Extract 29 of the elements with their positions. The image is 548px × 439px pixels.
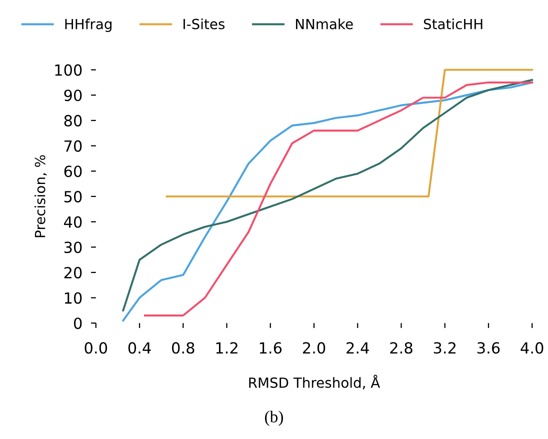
x-tick-label: 4.0 — [520, 342, 544, 354]
x-tick-label: 2.4 — [346, 342, 369, 354]
x-tick-label: 0.0 — [84, 342, 108, 354]
y-tick-label: 60 — [64, 166, 82, 178]
y-tick-label: 80 — [64, 114, 82, 126]
x-tick-label: 0.4 — [128, 342, 151, 354]
y-tick-label: 100 — [55, 64, 82, 76]
x-tick-label: 2.8 — [390, 342, 412, 354]
y-axis-title: Precision, % — [34, 155, 47, 238]
y-tick-label: 70 — [64, 140, 82, 152]
y-tick-label: 90 — [64, 90, 82, 102]
y-tick-label: 20 — [64, 266, 82, 278]
x-tick-label: 1.2 — [216, 342, 238, 354]
y-tick-label: 10 — [64, 292, 82, 304]
x-tick-label: 3.2 — [434, 342, 456, 354]
y-tick-label: 30 — [64, 242, 82, 254]
x-tick-label: 1.6 — [260, 342, 282, 354]
y-tick-label: 40 — [64, 216, 82, 228]
x-tick-label: 3.6 — [478, 342, 500, 354]
legend-label: HHfrag — [65, 18, 112, 32]
x-tick-label: 0.8 — [172, 342, 194, 354]
text: (b) — [265, 410, 283, 426]
legend-label: NNmake — [296, 18, 353, 30]
legend-label: StaticHH — [424, 18, 482, 30]
legend-label: I-Sites — [184, 18, 225, 30]
y-tick-label: 0 — [74, 318, 82, 330]
y-tick-label: 50 — [64, 190, 82, 202]
x-axis-title: RMSD Threshold, Å — [249, 374, 380, 390]
x-tick-label: 2.0 — [302, 342, 326, 354]
